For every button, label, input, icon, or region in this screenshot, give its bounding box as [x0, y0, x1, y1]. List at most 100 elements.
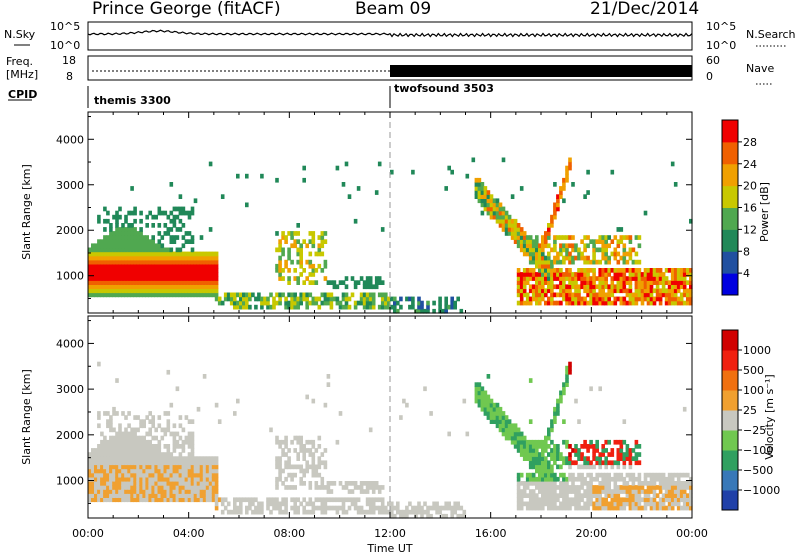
data-cell [417, 296, 421, 302]
data-cell [293, 268, 297, 273]
data-cell [689, 497, 693, 503]
data-cell [562, 284, 566, 290]
data-cell [281, 235, 285, 240]
data-cell [127, 411, 131, 416]
data-cell [169, 288, 174, 294]
data-cell [100, 456, 104, 461]
data-cell [154, 284, 158, 290]
data-cell [619, 268, 624, 273]
data-cell [368, 276, 373, 281]
data-cell [88, 464, 92, 470]
data-cell [323, 276, 328, 281]
data-cell [619, 300, 624, 306]
data-cell [516, 231, 521, 236]
data-cell [595, 296, 599, 302]
data-cell [160, 251, 165, 257]
data-cell [293, 485, 297, 490]
data-cell [359, 481, 364, 486]
data-cell [577, 419, 581, 424]
data-cell [157, 485, 162, 490]
data-cell [429, 505, 433, 511]
data-cell [628, 489, 633, 494]
data-cell [190, 435, 195, 441]
data-cell [640, 288, 645, 294]
data-cell [510, 231, 515, 236]
data-cell [643, 472, 648, 478]
data-cell [196, 460, 201, 466]
data-cell [528, 456, 533, 461]
data-cell [598, 300, 602, 306]
data-cell [205, 485, 210, 490]
data-cell [371, 509, 376, 515]
data-cell [649, 276, 654, 281]
data-cell [151, 263, 155, 269]
data-cell [175, 497, 180, 503]
data-cell [115, 472, 119, 478]
data-cell [538, 300, 542, 306]
data-cell [577, 284, 581, 290]
data-cell [565, 288, 569, 294]
data-cell [145, 276, 149, 281]
data-cell [284, 476, 288, 482]
data-cell [474, 394, 479, 400]
data-cell [565, 300, 569, 306]
data-cell [498, 411, 503, 416]
data-cell [211, 468, 216, 474]
data-cell [541, 268, 545, 273]
data-cell [577, 288, 581, 294]
data-cell [601, 239, 605, 244]
data-cell [211, 251, 216, 257]
data-cell [631, 259, 636, 265]
data-cell [166, 476, 171, 482]
data-cell [112, 243, 116, 249]
data-cell [157, 456, 162, 461]
data-cell [495, 218, 500, 224]
data-cell [151, 497, 155, 503]
data-cell [604, 296, 608, 302]
data-cell [320, 509, 325, 515]
data-cell [103, 255, 107, 261]
data-cell [377, 485, 382, 490]
freq-tick-bottom: 8 [66, 70, 73, 83]
data-cell [689, 288, 693, 294]
data-cell [181, 497, 186, 503]
data-cell [278, 476, 282, 482]
data-cell [492, 402, 497, 408]
data-cell [393, 505, 397, 511]
data-cell [607, 268, 611, 273]
data-cell [187, 464, 192, 470]
data-cell [610, 493, 615, 498]
data-cell [553, 247, 557, 253]
data-cell [169, 481, 174, 486]
data-cell [335, 509, 340, 515]
data-cell [187, 419, 192, 424]
data-cell [118, 255, 122, 261]
data-cell [151, 423, 155, 429]
data-cell [528, 251, 533, 257]
data-cell [196, 493, 201, 498]
data-cell [275, 505, 279, 511]
data-cell [423, 509, 427, 515]
data-cell [293, 448, 297, 453]
data-cell [414, 513, 418, 519]
data-cell [444, 513, 448, 519]
data-cell [163, 259, 168, 265]
data-cell [553, 235, 557, 240]
data-cell [565, 505, 569, 511]
data-cell [187, 214, 192, 220]
data-cell [121, 223, 125, 228]
data-cell [613, 489, 618, 494]
data-cell [214, 402, 219, 408]
data-cell [489, 411, 494, 416]
data-cell [275, 481, 279, 486]
data-cell [187, 435, 192, 441]
data-cell [178, 435, 183, 441]
data-cell [547, 276, 551, 281]
data-cell [525, 448, 530, 453]
data-cell [664, 292, 669, 298]
data-cell [643, 268, 648, 273]
data-cell [589, 481, 593, 486]
data-cell [501, 157, 506, 163]
data-cell [127, 259, 131, 265]
data-cell [127, 231, 131, 236]
